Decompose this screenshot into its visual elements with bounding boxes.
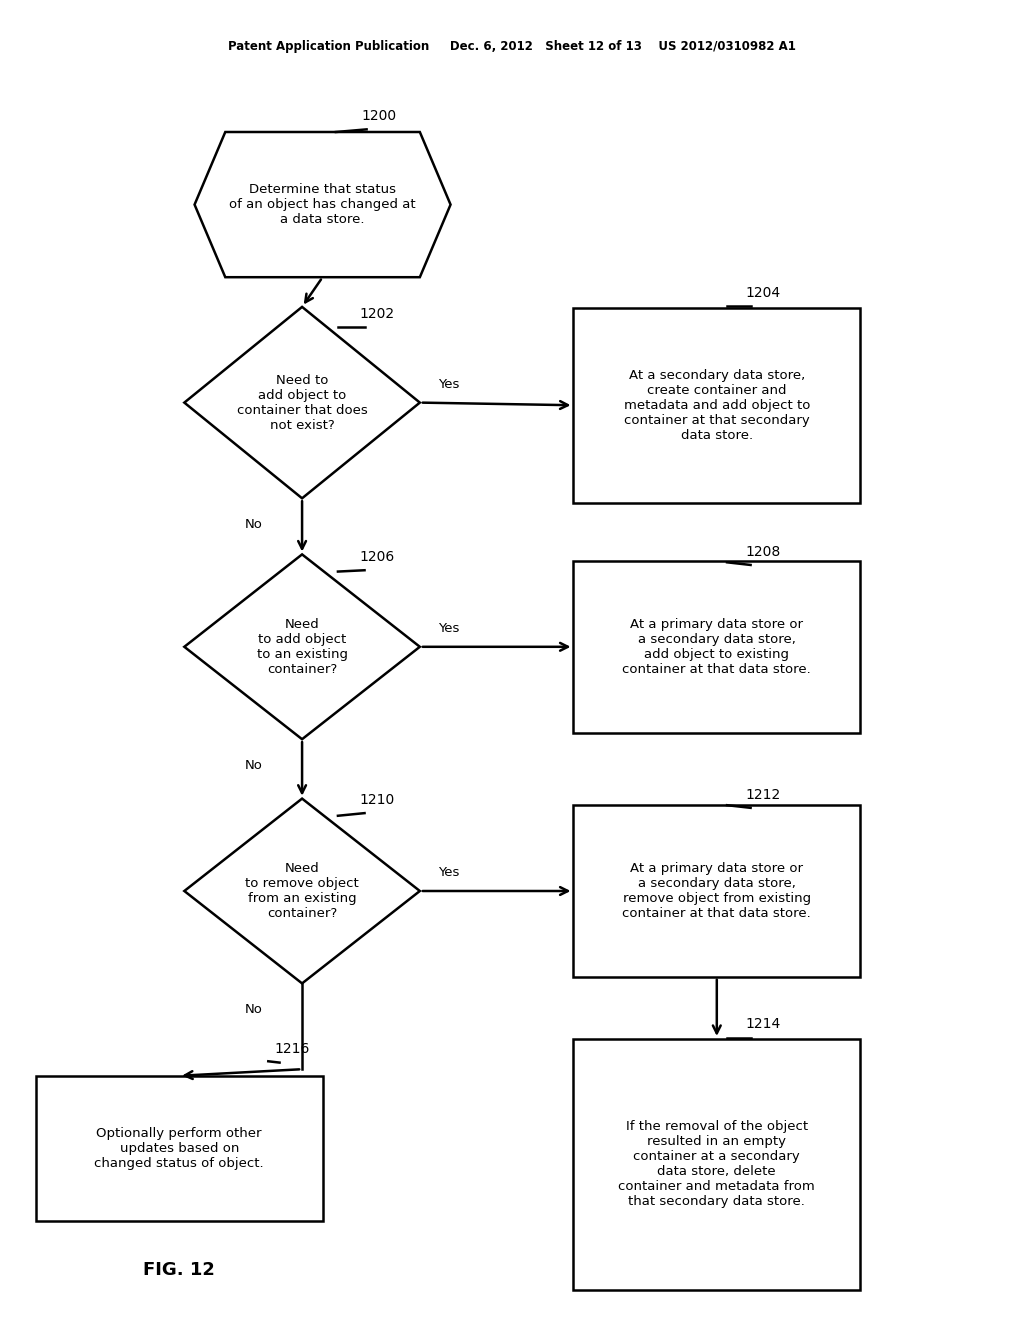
FancyBboxPatch shape xyxy=(573,805,860,977)
Text: At a primary data store or
a secondary data store,
add object to existing
contai: At a primary data store or a secondary d… xyxy=(623,618,811,676)
Text: 1204: 1204 xyxy=(745,286,780,300)
Text: 1210: 1210 xyxy=(359,793,394,807)
Text: 1200: 1200 xyxy=(361,110,396,123)
Polygon shape xyxy=(184,554,420,739)
Text: At a secondary data store,
create container and
metadata and add object to
conta: At a secondary data store, create contai… xyxy=(624,368,810,442)
FancyBboxPatch shape xyxy=(36,1076,323,1221)
Text: No: No xyxy=(245,1003,263,1016)
Text: Yes: Yes xyxy=(438,378,459,391)
Polygon shape xyxy=(184,308,420,499)
Text: 1202: 1202 xyxy=(359,308,394,321)
Text: Need
to add object
to an existing
container?: Need to add object to an existing contai… xyxy=(257,618,347,676)
Text: 1208: 1208 xyxy=(745,545,780,558)
Text: At a primary data store or
a secondary data store,
remove object from existing
c: At a primary data store or a secondary d… xyxy=(623,862,811,920)
Text: 1206: 1206 xyxy=(359,550,394,564)
Text: 1216: 1216 xyxy=(274,1043,309,1056)
Text: Need to
add object to
container that does
not exist?: Need to add object to container that doe… xyxy=(237,374,368,432)
Text: Yes: Yes xyxy=(438,622,459,635)
Text: Need
to remove object
from an existing
container?: Need to remove object from an existing c… xyxy=(245,862,359,920)
Polygon shape xyxy=(195,132,451,277)
Text: If the removal of the object
resulted in an empty
container at a secondary
data : If the removal of the object resulted in… xyxy=(618,1121,815,1208)
Text: Determine that status
of an object has changed at
a data store.: Determine that status of an object has c… xyxy=(229,183,416,226)
Text: Patent Application Publication     Dec. 6, 2012   Sheet 12 of 13    US 2012/0310: Patent Application Publication Dec. 6, 2… xyxy=(228,40,796,53)
Text: 1214: 1214 xyxy=(745,1018,780,1031)
Text: Yes: Yes xyxy=(438,866,459,879)
Text: 1212: 1212 xyxy=(745,788,780,801)
FancyBboxPatch shape xyxy=(573,308,860,503)
Text: No: No xyxy=(245,519,263,531)
FancyBboxPatch shape xyxy=(573,561,860,733)
Text: FIG. 12: FIG. 12 xyxy=(143,1261,215,1279)
Text: Optionally perform other
updates based on
changed status of object.: Optionally perform other updates based o… xyxy=(94,1127,264,1170)
Polygon shape xyxy=(184,799,420,983)
FancyBboxPatch shape xyxy=(573,1039,860,1290)
Text: No: No xyxy=(245,759,263,772)
